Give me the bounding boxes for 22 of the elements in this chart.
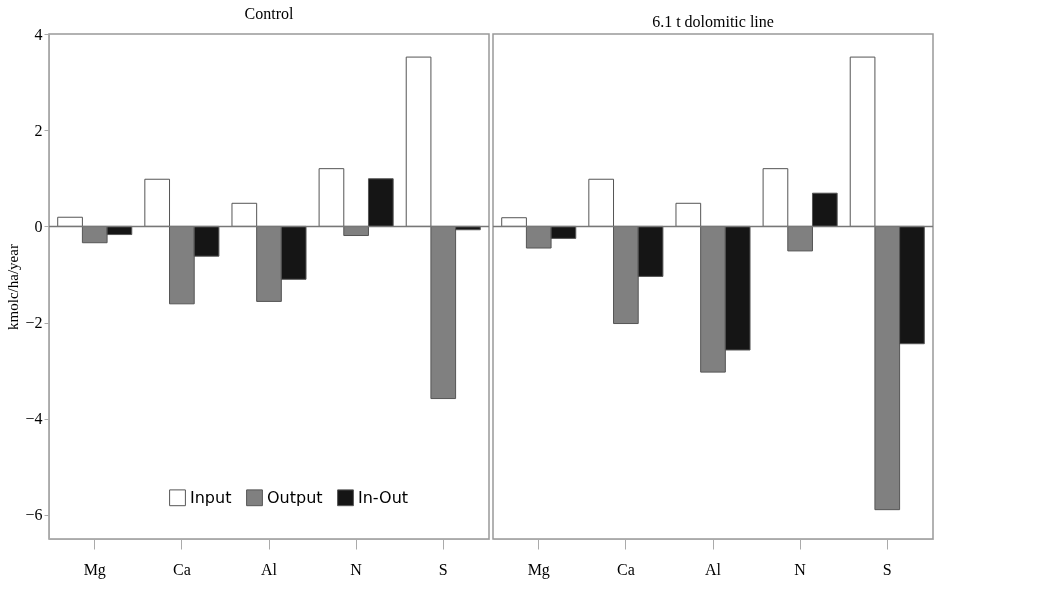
x-tick-label: S (438, 560, 448, 578)
x-tick-label: Ca (172, 560, 191, 578)
x-tick-label: Ca (616, 560, 635, 578)
y-tick-label: −6 (25, 506, 43, 524)
x-tick-label: N (794, 560, 807, 578)
x-tick-label: N (350, 560, 363, 578)
chart-title: Control (244, 5, 294, 22)
x-tick-label: Mg (527, 560, 550, 579)
y-tick-label: −4 (25, 410, 43, 428)
x-tick-label: S (882, 560, 892, 578)
y-axis-title: kmolc/ha/year (5, 244, 22, 330)
legend-label: In-Out (358, 487, 409, 507)
x-tick-label: Al (705, 560, 722, 578)
x-tick-label: Mg (83, 560, 106, 579)
legend-label: Output (267, 487, 323, 507)
y-tick-label: 4 (34, 25, 43, 43)
y-tick-label: 0 (34, 217, 43, 235)
y-tick-label: −2 (25, 314, 43, 332)
chart-title: 6.1 t dolomitic line (652, 13, 774, 30)
y-tick-label: 2 (34, 121, 43, 139)
legend-label: Input (190, 487, 232, 507)
x-tick-label: Al (261, 560, 278, 578)
